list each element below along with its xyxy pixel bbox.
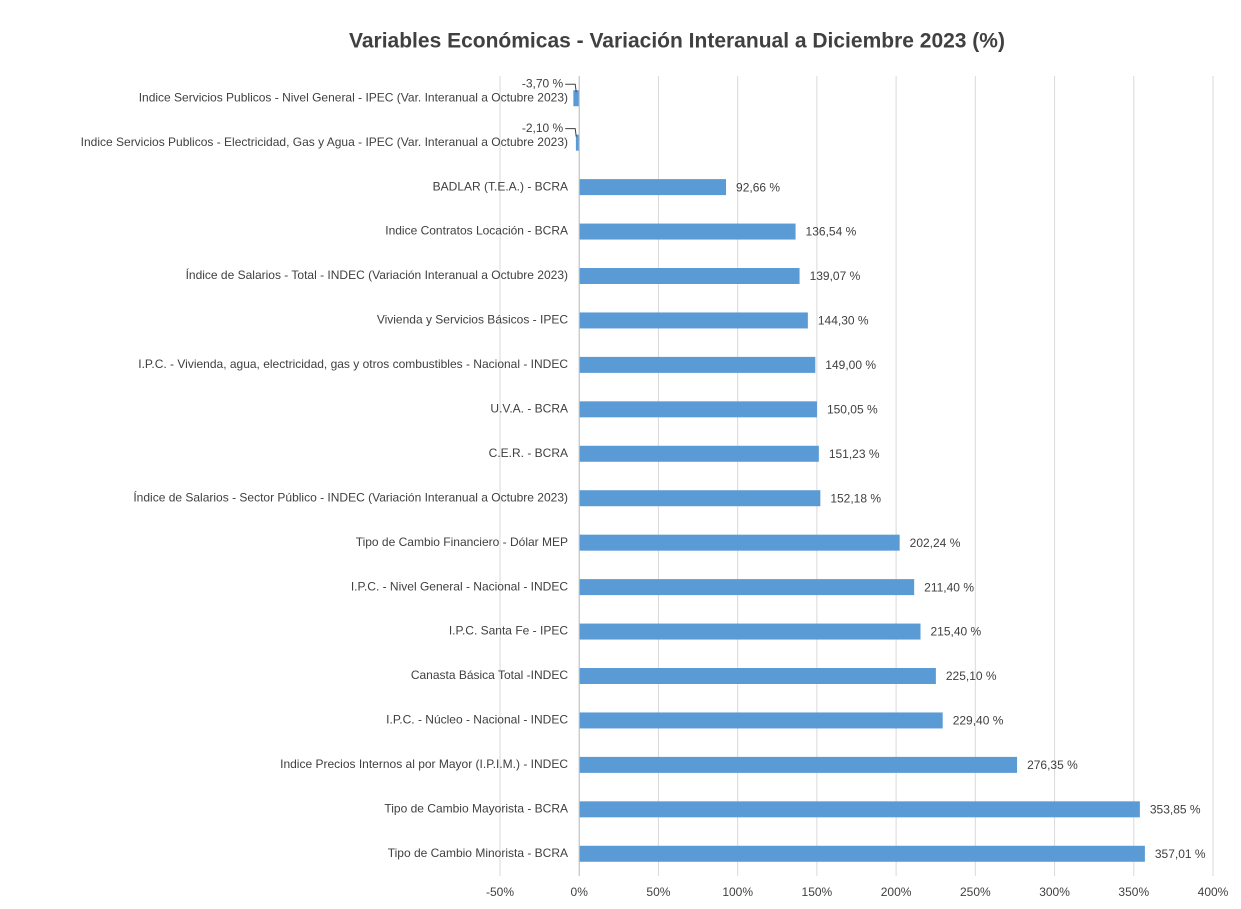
bar — [579, 223, 796, 240]
bar — [575, 134, 580, 151]
data-label: -2,10 % — [522, 121, 564, 135]
bar — [573, 90, 580, 107]
data-label: 151,23 % — [829, 447, 880, 461]
bar — [579, 356, 816, 373]
bar — [579, 534, 900, 551]
data-label: 229,40 % — [953, 714, 1004, 728]
bar — [579, 401, 817, 418]
x-tick-label: 200% — [881, 885, 912, 899]
bar — [579, 712, 943, 729]
data-label: 152,18 % — [830, 491, 881, 505]
data-label: 215,40 % — [931, 625, 982, 639]
bar — [579, 179, 727, 196]
bar — [579, 801, 1140, 818]
x-tick-label: 150% — [802, 885, 833, 899]
data-label: 136,54 % — [806, 225, 857, 239]
bar — [579, 445, 819, 462]
bar — [579, 579, 915, 596]
x-tick-label: 250% — [960, 885, 991, 899]
y-tick-label: Vivienda y Servicios Básicos - IPEC — [377, 313, 569, 327]
data-label: 149,00 % — [825, 358, 876, 372]
data-label: 276,35 % — [1027, 758, 1078, 772]
y-tick-label: Indice Contratos Locación - BCRA — [385, 224, 568, 238]
bar — [579, 756, 1018, 773]
x-tick-label: -50% — [486, 885, 514, 899]
y-tick-label: I.P.C. Santa Fe - IPEC — [449, 624, 568, 638]
data-label: -3,70 % — [522, 76, 564, 90]
y-tick-label: I.P.C. - Nivel General - Nacional - INDE… — [351, 579, 569, 593]
x-tick-label: 350% — [1118, 885, 1149, 899]
x-tick-label: 300% — [1039, 885, 1070, 899]
x-tick-label: 50% — [646, 885, 670, 899]
data-label: 139,07 % — [810, 269, 861, 283]
y-tick-label: Indice Precios Internos al por Mayor (I.… — [280, 757, 568, 771]
y-tick-label: Tipo de Cambio Mayorista - BCRA — [384, 802, 568, 816]
x-tick-label: 0% — [571, 885, 589, 899]
bar — [579, 312, 808, 329]
bar — [579, 668, 936, 684]
data-label: 211,40 % — [924, 580, 974, 594]
leader-line — [565, 83, 577, 93]
bar — [579, 490, 821, 507]
y-tick-label: I.P.C. - Vivienda, agua, electricidad, g… — [138, 357, 568, 371]
y-tick-label: Indice Servicios Publicos - Electricidad… — [81, 135, 568, 149]
y-tick-label: I.P.C. - Núcleo - Nacional - INDEC — [386, 713, 568, 727]
y-tick-label: Índice de Salarios - Sector Público - IN… — [133, 489, 568, 504]
data-label: 225,10 % — [946, 669, 997, 683]
data-label: 144,30 % — [818, 314, 869, 328]
data-label: 202,24 % — [910, 536, 961, 550]
y-tick-label: Tipo de Cambio Financiero - Dólar MEP — [356, 535, 568, 549]
data-label: 357,01 % — [1155, 847, 1206, 861]
bar — [579, 845, 1145, 862]
bar — [579, 268, 800, 284]
data-label: 92,66 % — [736, 180, 780, 194]
y-tick-label: Índice de Salarios - Total - INDEC (Vari… — [186, 267, 568, 282]
y-tick-label: Tipo de Cambio Minorista - BCRA — [388, 846, 568, 860]
y-tick-label: BADLAR (T.E.A.) - BCRA — [433, 179, 568, 193]
bar — [579, 623, 921, 640]
y-tick-label: C.E.R. - BCRA — [489, 446, 568, 460]
data-label: 150,05 % — [827, 403, 878, 417]
y-tick-label: Canasta Básica Total -INDEC — [411, 668, 569, 682]
leader-line — [565, 128, 577, 137]
x-tick-label: 400% — [1198, 885, 1229, 899]
y-tick-label: Indice Servicios Publicos - Nivel Genera… — [139, 90, 568, 104]
x-tick-label: 100% — [722, 885, 753, 899]
chart-title: Variables Económicas - Variación Interan… — [349, 30, 1005, 53]
y-tick-label: U.V.A. - BCRA — [490, 402, 568, 416]
data-label: 353,85 % — [1150, 803, 1201, 817]
